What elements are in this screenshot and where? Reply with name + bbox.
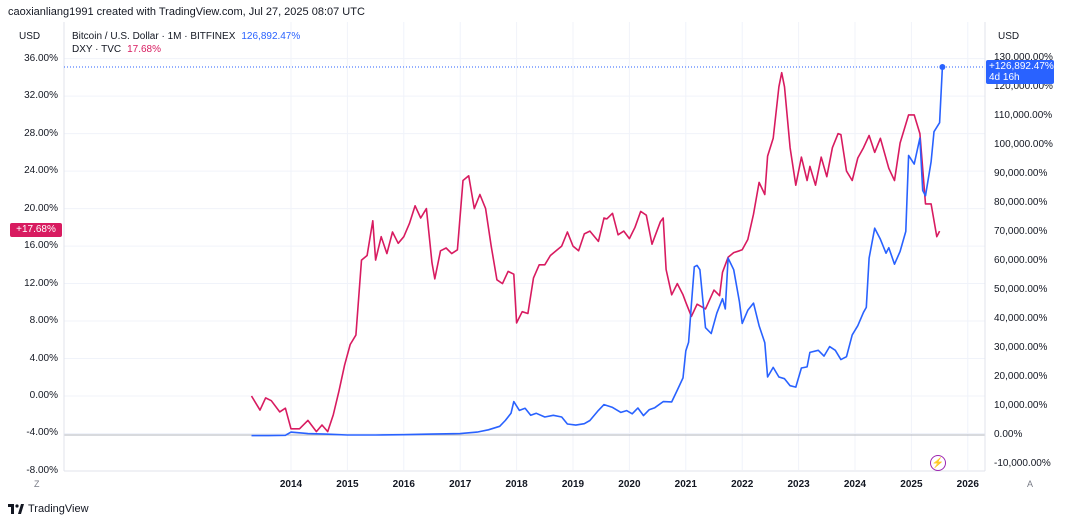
right-axis-tick: 80,000.00% [994,197,1048,208]
btc-badge-countdown: 4d 16h [989,72,1020,83]
right-axis-tick: -10,000.00% [994,458,1051,469]
left-axis-tick: 16.00% [24,240,58,252]
right-axis-tick: 50,000.00% [994,284,1048,295]
legend-dxy-name: DXY · TVC [72,44,122,55]
time-axis-tick: 2015 [336,479,359,490]
time-axis-tick: 2017 [449,479,472,490]
right-axis-tick: 0.00% [994,429,1023,440]
left-axis-tick: 4.00% [29,352,58,364]
time-axis-tick: 2024 [843,479,867,490]
left-axis-tick: 24.00% [24,165,58,177]
auto-scale-button[interactable]: A [1027,479,1034,489]
right-axis-tick: 100,000.00% [994,139,1053,150]
time-axis-tick: 2014 [279,479,303,490]
right-axis-tick: 60,000.00% [994,255,1048,266]
right-axis-tick: 10,000.00% [994,400,1048,411]
left-axis-tick: 28.00% [24,127,58,139]
series-group [250,66,944,437]
right-axis-tick: 30,000.00% [994,342,1048,353]
btc-last-value-badge: +126,892.47% 4d 16h [986,60,1054,84]
left-axis-unit: USD [19,31,41,42]
left-axis-tick: 20.00% [24,202,58,214]
left-axis-tick: -4.00% [26,427,58,439]
legend-btc-value: 126,892.47% [241,31,301,42]
legend-dxy-value: 17.68% [127,44,162,55]
dxy-last-value-badge: +17.68% [10,223,62,237]
left-axis-tick: 0.00% [29,390,58,401]
footer-brand: TradingView [28,503,89,515]
time-axis-tick: 2019 [561,479,585,490]
left-axis-tick: 8.00% [29,315,58,327]
right-axis-tick: 20,000.00% [994,371,1048,382]
footer: TradingView [8,503,89,515]
time-axis-tick: 2020 [618,479,641,490]
legend-btc-name: Bitcoin / U.S. Dollar · 1M · BITFINEX [72,31,236,42]
legend-dxy[interactable]: DXY · TVC 17.68% [72,44,161,55]
tradingview-logo-icon [8,504,24,514]
btc-last-point [939,64,946,71]
chart-credit: caoxianliang1991 created with TradingVie… [8,6,365,18]
lightning-alert-icon[interactable]: ⚡ [930,455,946,471]
right-axis-tick: 40,000.00% [994,313,1048,324]
left-axis-tick: 32.00% [24,90,58,102]
dxy-series-line [250,71,941,433]
left-axis-tick: 36.00% [24,52,58,64]
btc-badge-value: +126,892.47% [989,61,1054,72]
grid-lines [63,22,986,472]
time-axis-tick: 2023 [787,479,810,490]
time-axis-tick: 2021 [674,479,697,490]
right-axis-tick: 70,000.00% [994,226,1048,237]
right-axis-tick: 130,000.00% [994,52,1053,63]
btc-series-line [251,66,944,437]
time-axis-tick: 2022 [731,479,754,490]
time-axis-tick: 2016 [392,479,415,490]
time-axis-tick: 2018 [505,479,528,490]
zoom-button[interactable]: Z [34,479,40,489]
right-axis-tick: 120,000.00% [994,81,1053,92]
time-axis-tick: 2026 [956,479,979,490]
legend-btc[interactable]: Bitcoin / U.S. Dollar · 1M · BITFINEX 126… [72,31,300,42]
marks-group [64,64,985,71]
left-axis-tick: -8.00% [26,464,58,476]
right-axis-tick: 110,000.00% [994,110,1053,121]
left-axis-tick: 12.00% [24,277,58,289]
time-axis-tick: 2025 [900,479,923,490]
right-axis-unit: USD [998,31,1020,42]
right-axis-tick: 90,000.00% [994,168,1048,179]
